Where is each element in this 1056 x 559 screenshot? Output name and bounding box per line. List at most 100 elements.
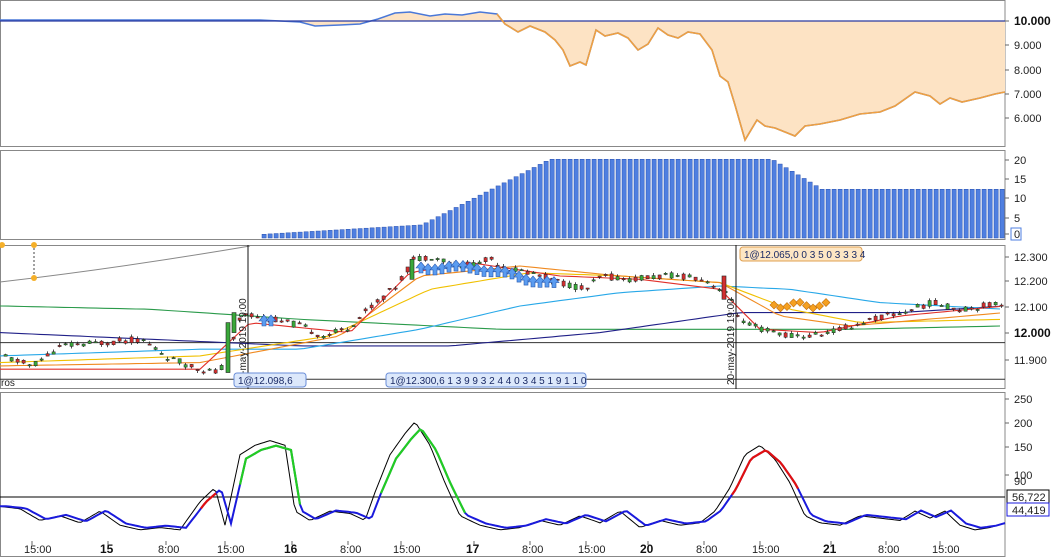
position-bar[interactable] xyxy=(735,159,741,239)
candle[interactable] xyxy=(801,336,806,339)
candle[interactable] xyxy=(615,276,620,281)
candle[interactable] xyxy=(111,340,116,345)
position-bar[interactable] xyxy=(747,159,753,239)
candle[interactable] xyxy=(843,324,848,330)
position-bar[interactable] xyxy=(423,222,429,239)
entry-candle[interactable] xyxy=(225,322,231,373)
position-bar[interactable] xyxy=(879,189,885,239)
position-bar[interactable] xyxy=(513,176,519,239)
position-bar[interactable] xyxy=(531,167,537,239)
candle[interactable] xyxy=(21,359,26,364)
position-bar[interactable] xyxy=(771,160,777,239)
candle[interactable] xyxy=(753,323,758,327)
candle[interactable] xyxy=(129,336,134,344)
position-bar[interactable] xyxy=(699,159,705,239)
candle[interactable] xyxy=(993,302,998,306)
candle[interactable] xyxy=(573,284,578,290)
candle[interactable] xyxy=(741,320,746,323)
position-bar[interactable] xyxy=(627,159,633,239)
candle[interactable] xyxy=(537,274,542,277)
candle[interactable] xyxy=(909,309,914,312)
candle[interactable] xyxy=(27,364,32,367)
candle[interactable] xyxy=(171,357,176,360)
candle[interactable] xyxy=(207,368,212,371)
position-bar[interactable] xyxy=(285,232,291,239)
entry-candle[interactable] xyxy=(721,275,727,300)
candle[interactable] xyxy=(135,338,140,343)
position-bar[interactable] xyxy=(801,178,807,239)
candle[interactable] xyxy=(567,282,572,289)
candle[interactable] xyxy=(813,332,818,335)
position-bar[interactable] xyxy=(549,159,555,239)
candle[interactable] xyxy=(69,342,74,347)
entry-candle[interactable] xyxy=(409,259,415,280)
candle[interactable] xyxy=(765,328,770,332)
position-bar[interactable] xyxy=(477,194,483,239)
position-bar[interactable] xyxy=(279,232,285,239)
candle[interactable] xyxy=(621,278,626,281)
position-bar[interactable] xyxy=(783,167,789,239)
candle[interactable] xyxy=(981,302,986,308)
candle[interactable] xyxy=(747,322,752,326)
trade-tag-3[interactable] xyxy=(739,246,863,262)
candle[interactable] xyxy=(693,276,698,281)
candle[interactable] xyxy=(57,345,62,347)
position-bar[interactable] xyxy=(789,171,795,239)
candle[interactable] xyxy=(279,320,284,323)
position-bar[interactable] xyxy=(987,189,993,239)
candle[interactable] xyxy=(165,358,170,361)
candle[interactable] xyxy=(81,343,86,347)
candle[interactable] xyxy=(873,315,878,321)
position-bar[interactable] xyxy=(417,224,423,239)
candle[interactable] xyxy=(783,332,788,338)
candle[interactable] xyxy=(975,309,980,311)
position-bar[interactable] xyxy=(561,159,567,239)
position-bar[interactable] xyxy=(993,189,999,239)
candle[interactable] xyxy=(837,327,842,331)
candle[interactable] xyxy=(639,275,644,281)
position-bar[interactable] xyxy=(633,159,639,239)
position-bar[interactable] xyxy=(837,189,843,239)
candle[interactable] xyxy=(651,275,656,279)
position-bar[interactable] xyxy=(717,159,723,239)
candle[interactable] xyxy=(759,326,764,332)
trade-tag-1[interactable] xyxy=(233,372,307,388)
position-bar[interactable] xyxy=(393,226,399,239)
candle[interactable] xyxy=(9,357,14,362)
position-bar[interactable] xyxy=(525,170,531,239)
position-bar[interactable] xyxy=(663,159,669,239)
entry-candle[interactable] xyxy=(231,312,237,333)
position-bar[interactable] xyxy=(399,225,405,239)
candle[interactable] xyxy=(15,358,20,363)
position-bar[interactable] xyxy=(999,189,1005,239)
position-bar[interactable] xyxy=(603,159,609,239)
position-bar[interactable] xyxy=(363,227,369,239)
position-bar[interactable] xyxy=(693,159,699,239)
candle[interactable] xyxy=(945,303,950,310)
position-bar[interactable] xyxy=(327,230,333,239)
position-bar[interactable] xyxy=(921,189,927,239)
position-bar[interactable] xyxy=(855,189,861,239)
candle[interactable] xyxy=(177,358,182,364)
position-bar[interactable] xyxy=(897,189,903,239)
candle[interactable] xyxy=(963,306,968,312)
candle[interactable] xyxy=(189,364,194,368)
candle[interactable] xyxy=(39,358,44,361)
position-bar[interactable] xyxy=(723,159,729,239)
position-bar[interactable] xyxy=(729,159,735,239)
candle[interactable] xyxy=(255,316,260,319)
candle[interactable] xyxy=(387,288,392,290)
candle[interactable] xyxy=(525,270,530,275)
position-bar[interactable] xyxy=(885,189,891,239)
candle[interactable] xyxy=(441,258,446,263)
candle[interactable] xyxy=(699,279,704,282)
candle[interactable] xyxy=(633,276,638,282)
candle[interactable] xyxy=(351,325,356,327)
position-bar[interactable] xyxy=(333,229,339,239)
candle[interactable] xyxy=(489,256,494,260)
candle[interactable] xyxy=(807,334,812,338)
candle[interactable] xyxy=(33,361,38,367)
candle[interactable] xyxy=(789,333,794,338)
candle[interactable] xyxy=(825,331,830,334)
position-bar[interactable] xyxy=(429,219,435,239)
